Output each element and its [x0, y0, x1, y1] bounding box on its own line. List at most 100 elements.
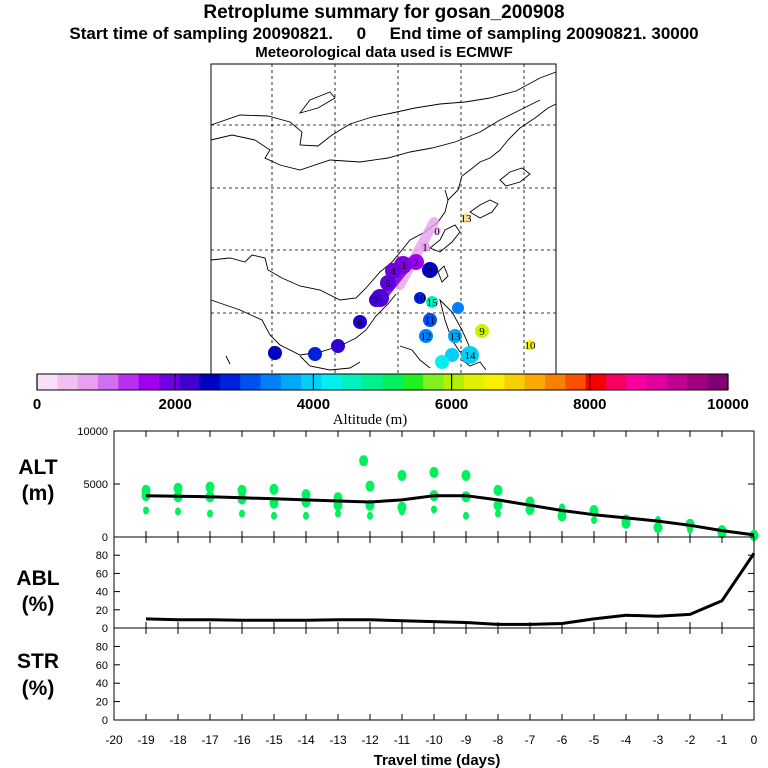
- trajectory-point: [408, 254, 424, 270]
- trajectory-point-label: 9: [427, 265, 433, 277]
- colorbar-swatch: [280, 374, 302, 390]
- x-tick-label: -12: [361, 733, 379, 747]
- trajectory-point: [385, 263, 401, 279]
- colorbar-swatch: [423, 374, 444, 390]
- y-tick-label: 80: [96, 550, 108, 562]
- abl-unit: (%): [22, 593, 55, 616]
- y-tick-label: 10000: [77, 426, 108, 438]
- x-tick-label: -6: [557, 733, 568, 747]
- colorbar-swatch: [341, 374, 363, 390]
- colorbar-swatch: [118, 374, 140, 390]
- data-point: [301, 496, 311, 508]
- x-tick-label: -14: [297, 733, 315, 747]
- y-tick-label: 40: [96, 587, 108, 599]
- colorbar-tick-label: 4000: [297, 396, 330, 413]
- data-point: [303, 511, 309, 520]
- trajectory-point: [452, 302, 464, 314]
- data-point: [461, 470, 471, 482]
- x-tick-label: -17: [201, 733, 219, 747]
- colorbar-swatch: [606, 374, 627, 390]
- y-tick-label: 40: [96, 678, 108, 690]
- x-tick-label: -8: [493, 733, 504, 747]
- data-point: [143, 506, 149, 515]
- data-point: [687, 525, 693, 534]
- panel-frame: [113, 536, 755, 629]
- data-point: [493, 484, 503, 496]
- trajectory-point-label: 15: [427, 297, 439, 309]
- y-tick-label: 60: [96, 568, 108, 580]
- met-data-note: Meteorological data used is ECMWF: [255, 44, 513, 61]
- y-tick-label: 0: [102, 623, 108, 635]
- x-tick-label: -18: [169, 733, 187, 747]
- x-tick-label: -4: [621, 733, 632, 747]
- data-point: [205, 481, 215, 493]
- colorbar-tick-label: 2000: [159, 396, 192, 413]
- trajectory-point-label: 12: [421, 331, 432, 343]
- trajectory-point-label: 1: [422, 242, 428, 254]
- colorbar-swatch: [97, 374, 119, 390]
- trajectory-point-label: 8: [357, 317, 363, 329]
- abl-label: ABL: [16, 567, 59, 590]
- str-label: STR: [17, 650, 59, 673]
- data-point: [495, 509, 501, 518]
- trajectory-markers: 012345678910111213141591013: [268, 213, 536, 369]
- y-tick-label: 20: [96, 605, 108, 617]
- data-point: [653, 521, 663, 533]
- data-point: [397, 470, 407, 482]
- colorbar-swatch: [707, 374, 729, 390]
- y-tick-label: 60: [96, 660, 108, 672]
- alt-label: ALT: [18, 456, 57, 479]
- colorbar-swatch: [260, 374, 282, 390]
- x-tick-label: 0: [751, 733, 758, 747]
- trajectory-point-label: 10: [415, 293, 427, 305]
- x-tick-label: -20: [105, 733, 123, 747]
- x-tick-label: -3: [653, 733, 664, 747]
- trajectory-point: [461, 346, 479, 364]
- trajectory-point: [331, 339, 345, 353]
- x-axis: -20 -19 -18 -17 -16 -15 -14 -13 -12 -11 -10 -9 -8 -7-…: [105, 733, 757, 747]
- data-point: [271, 511, 277, 520]
- colorbar-title: Altitude (m): [333, 412, 408, 428]
- colorbar-swatch: [382, 374, 404, 390]
- colorbar-tick-label: 8000: [573, 396, 606, 413]
- colorbar-swatch: [240, 374, 262, 390]
- altitude-colorbar: 0 2000 4000 6000 8000 10000: [33, 373, 749, 413]
- trajectory-point: [461, 213, 471, 223]
- str-panel: 0 20 40 60 80: [96, 627, 755, 727]
- colorbar-tick-label: 10000: [707, 396, 749, 413]
- x-tick-label: -9: [461, 733, 472, 747]
- series-line: [145, 552, 756, 626]
- trajectory-point: [426, 296, 438, 308]
- trajectory-point-label: 10: [525, 340, 537, 352]
- colorbar-swatch: [545, 374, 566, 390]
- data-point: [365, 480, 375, 492]
- colorbar-swatch: [443, 374, 465, 390]
- colorbar-swatch: [77, 374, 99, 390]
- trajectory-point: [353, 315, 367, 329]
- trajectory-point-label: 4: [390, 266, 396, 278]
- data-point: [591, 516, 597, 525]
- data-point: [399, 507, 405, 516]
- alt-unit: (m): [22, 482, 55, 505]
- chart-title: Retroplume summary for gosan_200908: [203, 2, 565, 23]
- map-gridlines: [211, 64, 556, 374]
- data-point: [175, 507, 181, 516]
- trajectory-point: [308, 347, 322, 361]
- data-point: [557, 510, 567, 522]
- data-point: [367, 511, 373, 520]
- x-axis-title: Travel time (days): [374, 752, 501, 768]
- trajectory-point: [433, 227, 441, 235]
- colorbar-tick-label: 0: [33, 396, 41, 413]
- colorbar-tick-label: 6000: [435, 396, 468, 413]
- colorbar-swatch: [484, 374, 505, 390]
- colorbar-swatch: [199, 374, 221, 390]
- trajectory-point-label: 0: [434, 226, 440, 238]
- y-tick-label: 5000: [84, 479, 108, 491]
- trajectory-point: [525, 340, 535, 350]
- panel-frame: [113, 627, 755, 721]
- trajectory-point: [369, 293, 383, 307]
- colorbar-swatch: [362, 374, 383, 390]
- y-tick-label: 0: [102, 715, 108, 727]
- trajectory-point: [268, 346, 282, 360]
- trajectory-point: [448, 329, 462, 343]
